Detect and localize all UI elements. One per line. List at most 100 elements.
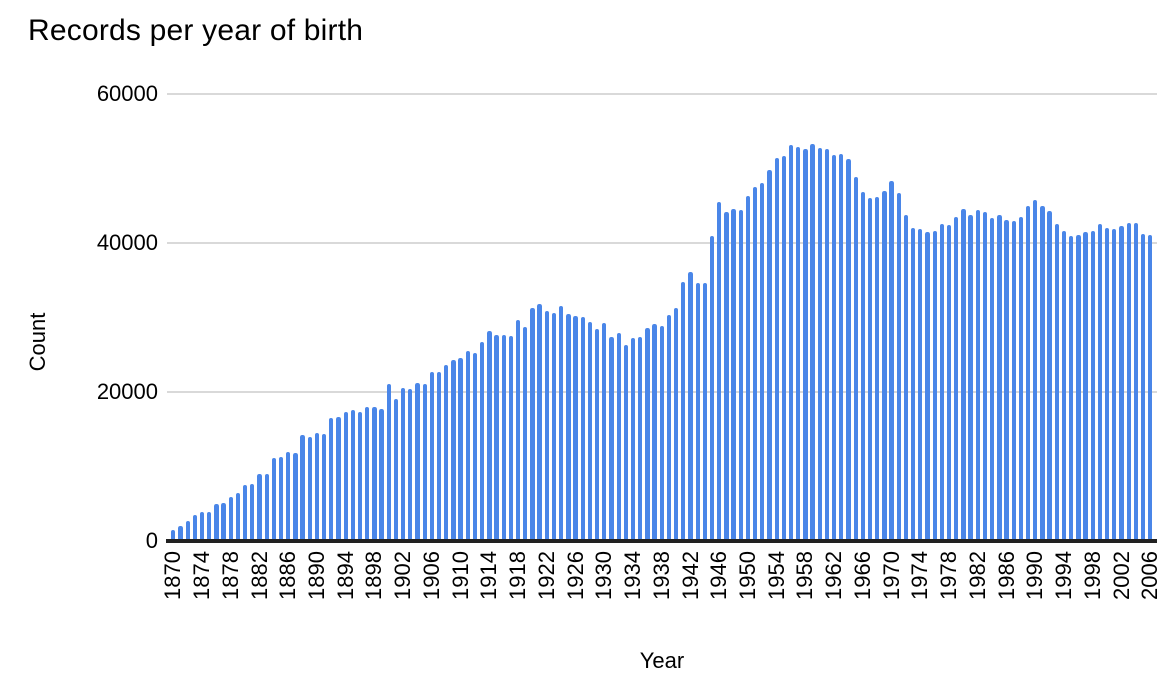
bar-2001[interactable] <box>1112 229 1117 541</box>
bar-1975[interactable] <box>925 231 930 541</box>
bar-2005[interactable] <box>1140 233 1146 541</box>
bar-2006[interactable] <box>1148 234 1153 541</box>
bar-1872[interactable] <box>185 521 190 541</box>
bar-1955[interactable] <box>781 155 787 541</box>
bar-1880[interactable] <box>242 484 248 541</box>
bar-1932[interactable] <box>616 332 621 541</box>
bar-1924[interactable] <box>559 306 564 541</box>
bar-2004[interactable] <box>1133 222 1138 541</box>
bar-1917[interactable] <box>508 335 514 541</box>
bar-1989[interactable] <box>1025 205 1031 541</box>
bar-1903[interactable] <box>408 388 413 541</box>
bar-1931[interactable] <box>609 337 614 541</box>
bar-1959[interactable] <box>810 143 815 541</box>
bar-1884[interactable] <box>271 457 277 541</box>
bar-1934[interactable] <box>630 338 636 541</box>
bar-1979[interactable] <box>954 216 959 541</box>
bar-1906[interactable] <box>429 372 435 541</box>
bar-1985[interactable] <box>997 214 1002 541</box>
bar-1920[interactable] <box>530 308 535 541</box>
bar-1922[interactable] <box>544 311 549 541</box>
bar-1947[interactable] <box>724 212 729 541</box>
bar-1905[interactable] <box>422 383 427 541</box>
bar-1870[interactable] <box>171 530 176 541</box>
bar-1995[interactable] <box>1069 236 1074 541</box>
bar-1973[interactable] <box>911 227 916 541</box>
bar-1874[interactable] <box>199 512 205 541</box>
bar-1893[interactable] <box>336 417 341 541</box>
bar-1912[interactable] <box>472 353 478 541</box>
bar-1990[interactable] <box>1033 199 1038 541</box>
bar-1896[interactable] <box>357 411 363 541</box>
bar-1969[interactable] <box>882 190 887 541</box>
bar-1978[interactable] <box>946 225 952 541</box>
bar-1916[interactable] <box>501 335 506 541</box>
bar-1908[interactable] <box>444 364 449 541</box>
bar-1873[interactable] <box>192 515 197 541</box>
bar-1949[interactable] <box>738 210 743 541</box>
bar-1997[interactable] <box>1083 232 1088 541</box>
bar-1888[interactable] <box>300 434 305 541</box>
bar-1914[interactable] <box>487 330 492 541</box>
bar-1943[interactable] <box>695 283 700 541</box>
bar-1898[interactable] <box>372 407 377 541</box>
bar-1919[interactable] <box>523 326 528 541</box>
bar-1875[interactable] <box>207 511 212 541</box>
bar-1925[interactable] <box>566 314 571 541</box>
bar-1930[interactable] <box>602 323 607 541</box>
bar-1958[interactable] <box>803 149 808 541</box>
bar-1879[interactable] <box>235 492 241 541</box>
bar-1937[interactable] <box>652 323 657 541</box>
bar-1950[interactable] <box>745 196 751 541</box>
bar-1882[interactable] <box>257 473 262 541</box>
bar-1887[interactable] <box>293 452 298 541</box>
bar-1954[interactable] <box>774 158 779 541</box>
bar-1942[interactable] <box>688 271 693 541</box>
bar-1892[interactable] <box>329 417 334 541</box>
bar-1871[interactable] <box>178 526 183 541</box>
bar-1971[interactable] <box>896 193 901 541</box>
bar-2002[interactable] <box>1119 225 1124 541</box>
bar-1899[interactable] <box>379 408 384 541</box>
bar-1976[interactable] <box>932 230 937 541</box>
bar-1927[interactable] <box>580 316 585 541</box>
bar-1935[interactable] <box>638 336 643 541</box>
bar-1901[interactable] <box>393 399 399 541</box>
bar-1977[interactable] <box>939 224 945 541</box>
bar-1894[interactable] <box>343 411 348 541</box>
bar-1994[interactable] <box>1061 230 1067 541</box>
bar-1948[interactable] <box>731 208 736 541</box>
bar-2000[interactable] <box>1104 227 1110 541</box>
bar-1923[interactable] <box>551 312 557 541</box>
bar-1951[interactable] <box>752 187 758 541</box>
bar-1876[interactable] <box>214 504 219 541</box>
bar-1938[interactable] <box>659 326 664 541</box>
bar-1980[interactable] <box>961 209 966 541</box>
bar-1890[interactable] <box>314 433 320 541</box>
bar-1952[interactable] <box>760 182 765 541</box>
bar-1929[interactable] <box>594 329 600 541</box>
bar-1964[interactable] <box>846 158 851 541</box>
bar-1918[interactable] <box>515 320 521 541</box>
bar-1968[interactable] <box>875 197 880 541</box>
bar-1957[interactable] <box>796 146 801 541</box>
bar-1996[interactable] <box>1076 234 1081 541</box>
bar-1953[interactable] <box>767 169 772 541</box>
bar-1988[interactable] <box>1018 216 1024 541</box>
bar-1891[interactable] <box>321 434 327 541</box>
bar-1900[interactable] <box>386 384 391 541</box>
bar-1907[interactable] <box>436 371 442 541</box>
bar-1962[interactable] <box>831 155 837 541</box>
bar-1889[interactable] <box>307 437 312 541</box>
bar-1945[interactable] <box>709 236 715 541</box>
bar-1956[interactable] <box>788 144 794 541</box>
bar-1928[interactable] <box>587 321 593 541</box>
bar-1877[interactable] <box>221 502 226 541</box>
bar-1972[interactable] <box>903 215 909 541</box>
bar-1981[interactable] <box>968 214 973 541</box>
bar-1941[interactable] <box>681 282 686 541</box>
bar-1960[interactable] <box>817 148 822 541</box>
bar-1913[interactable] <box>480 341 485 541</box>
bar-1883[interactable] <box>264 473 269 541</box>
bar-1886[interactable] <box>286 451 291 541</box>
